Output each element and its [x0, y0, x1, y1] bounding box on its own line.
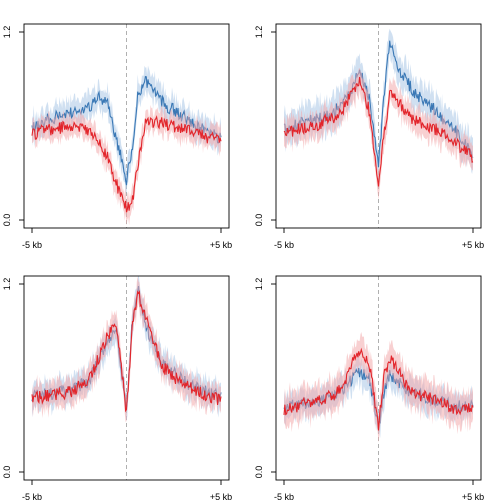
y-tick-label: 1.2	[2, 26, 12, 39]
x-tick-label: +5 kb	[462, 492, 484, 502]
series-red-line	[283, 347, 474, 431]
series-red-line	[31, 115, 222, 213]
x-tick-label: -5 kb	[22, 492, 42, 502]
x-tick-label: +5 kb	[210, 240, 232, 250]
panel-bottom-left: -5 kb +5 kb 0.0 1.2	[2, 275, 232, 502]
plot-frame	[275, 23, 482, 229]
series-red-line	[283, 76, 474, 187]
series-red-band	[284, 332, 473, 443]
y-tick-label: 1.2	[254, 26, 264, 39]
y-tick-label: 1.2	[254, 278, 264, 291]
y-tick-label: 0.0	[2, 214, 12, 227]
series-red-line	[31, 290, 222, 413]
y-tick-label: 0.0	[254, 466, 264, 479]
y-tick-label: 0.0	[2, 466, 12, 479]
panel-top-right: -5 kb +5 kb 0.0 1.2	[254, 23, 484, 250]
x-tick-label: -5 kb	[274, 492, 294, 502]
x-tick-label: -5 kb	[22, 240, 42, 250]
x-tick-label: -5 kb	[274, 240, 294, 250]
series-red-band	[32, 104, 221, 226]
plot-frame	[23, 275, 230, 481]
panel-bottom-right: -5 kb +5 kb 0.0 1.2	[254, 275, 484, 502]
y-tick-label: 1.2	[2, 278, 12, 291]
y-tick-label: 0.0	[254, 214, 264, 227]
panel-top-left: -5 kb +5 kb 0.0 1.2	[2, 23, 232, 250]
plot-frame	[275, 275, 482, 481]
x-tick-label: +5 kb	[210, 492, 232, 502]
x-tick-label: +5 kb	[462, 240, 484, 250]
plot-frame	[23, 23, 230, 229]
